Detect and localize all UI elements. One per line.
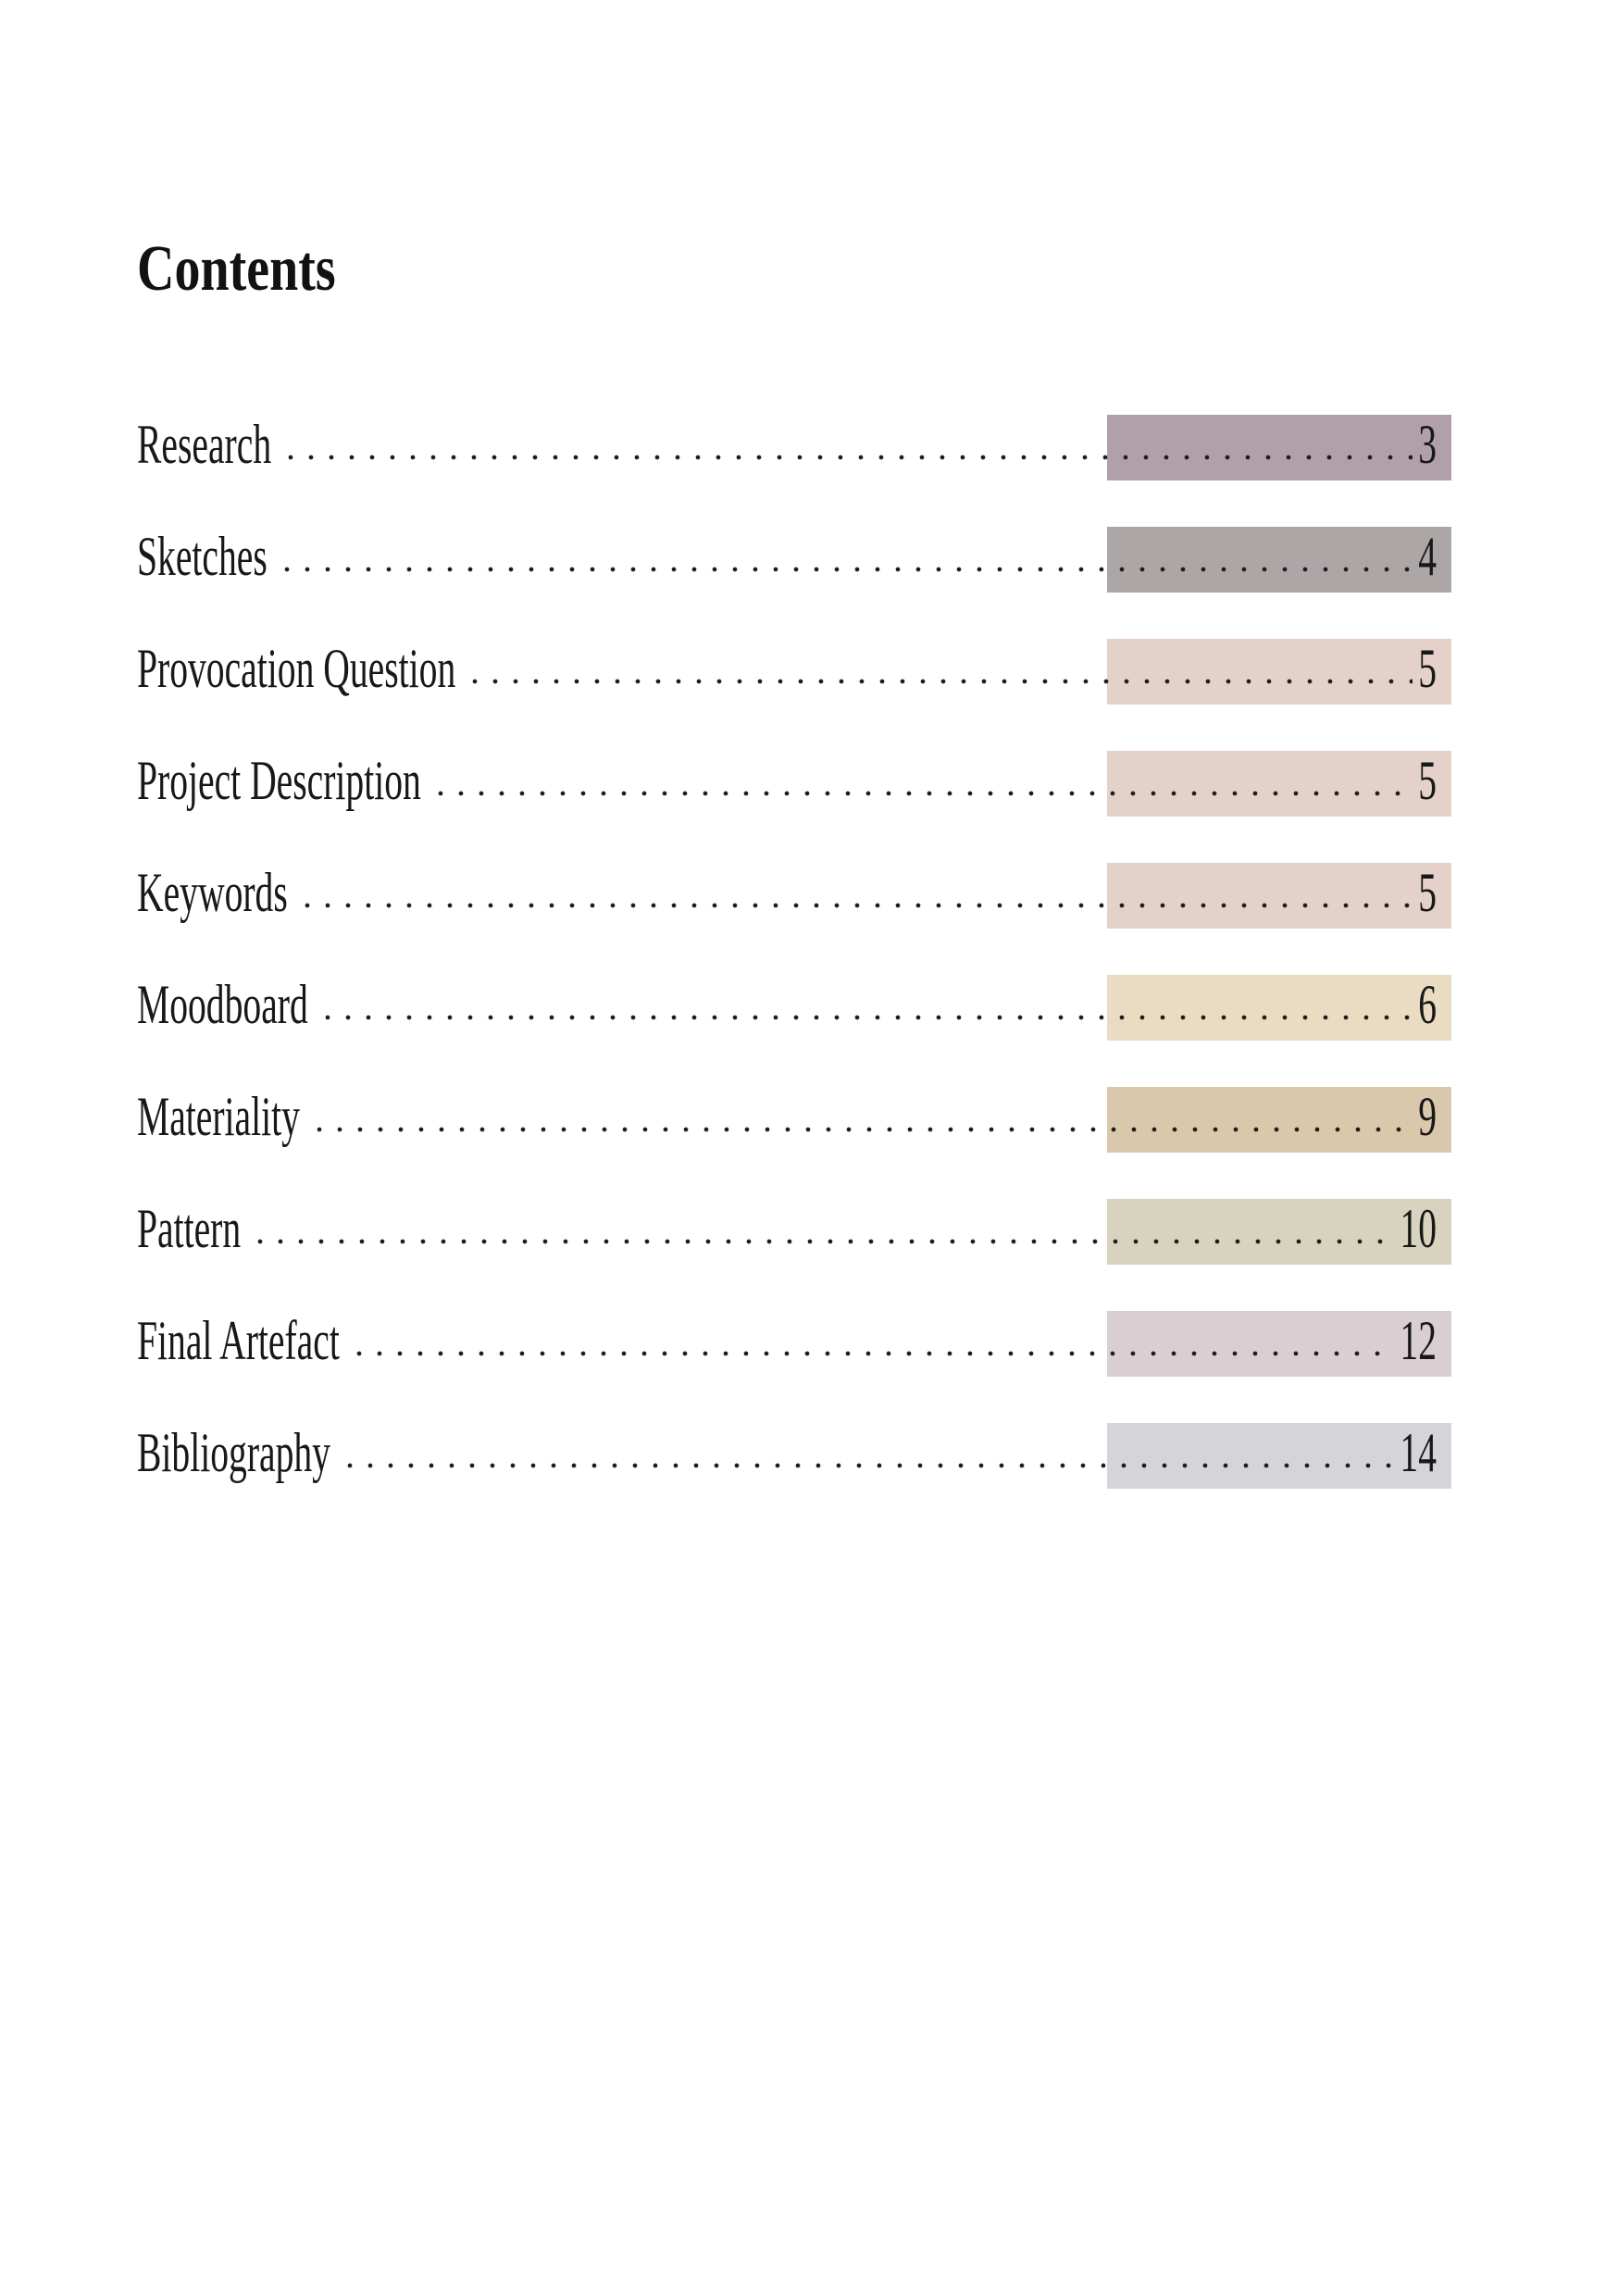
toc-entry-label: Bibliography: [137, 1422, 330, 1483]
row-highlight-band: [1107, 415, 1451, 480]
row-highlight-band: [1107, 527, 1451, 593]
toc-entry-label: Provocation Question: [137, 638, 456, 699]
toc-entry-label: Research: [137, 414, 272, 475]
toc-row[interactable]: Research 3: [137, 415, 1618, 480]
toc-row[interactable]: Pattern 10: [137, 1199, 1618, 1265]
toc-entry-label: Project Description: [137, 750, 421, 811]
toc-entry-label: Materiality: [137, 1086, 300, 1147]
toc-row[interactable]: Materiality 9: [137, 1087, 1618, 1153]
leader-dots: [280, 452, 1413, 463]
leader-dots: [339, 1460, 1395, 1471]
toc-row[interactable]: Moodboard 6: [137, 975, 1618, 1041]
toc-entry-page: 6: [1418, 974, 1437, 1035]
toc-entry-page: 14: [1400, 1422, 1437, 1483]
toc-row[interactable]: Bibliography 14: [137, 1423, 1618, 1489]
leader-dots: [465, 676, 1413, 687]
toc-entry-label: Moodboard: [137, 974, 308, 1035]
toc-row[interactable]: Provocation Question 5: [137, 639, 1618, 705]
toc-entry-page: 9: [1418, 1086, 1437, 1147]
toc-entry-label: Sketches: [137, 526, 268, 587]
row-highlight-band: [1107, 751, 1451, 817]
toc-entry-page: 5: [1418, 862, 1437, 923]
leader-dots: [317, 1012, 1413, 1023]
row-highlight-band: [1107, 1087, 1451, 1153]
toc-entry-page: 5: [1418, 750, 1437, 811]
leader-dots: [296, 900, 1413, 911]
leader-dots: [250, 1236, 1395, 1247]
page-title: Contents: [137, 233, 336, 305]
row-highlight-band: [1107, 1311, 1451, 1377]
row-highlight-band: [1107, 975, 1451, 1041]
toc-entry-page: 5: [1418, 638, 1437, 699]
row-highlight-band: [1107, 1199, 1451, 1265]
leader-dots: [276, 564, 1413, 575]
toc-entry-label: Keywords: [137, 862, 288, 923]
toc-entry-page: 10: [1400, 1198, 1437, 1259]
row-highlight-band: [1107, 1423, 1451, 1489]
toc-entry-page: 12: [1400, 1310, 1437, 1371]
toc-entry-label: Pattern: [137, 1198, 242, 1259]
leader-dots: [348, 1348, 1395, 1359]
row-highlight-band: [1107, 639, 1451, 705]
leader-dots: [308, 1124, 1413, 1135]
toc-entry-page: 4: [1418, 526, 1437, 587]
toc-entry-label: Final Artefact: [137, 1310, 340, 1371]
toc-row[interactable]: Keywords 5: [137, 863, 1618, 929]
toc-entry-page: 3: [1418, 414, 1437, 475]
toc-row[interactable]: Sketches 4: [137, 527, 1618, 593]
toc-row[interactable]: Final Artefact 12: [137, 1311, 1618, 1377]
row-highlight-band: [1107, 863, 1451, 929]
toc-row[interactable]: Project Description 5: [137, 751, 1618, 817]
leader-dots: [429, 788, 1413, 799]
